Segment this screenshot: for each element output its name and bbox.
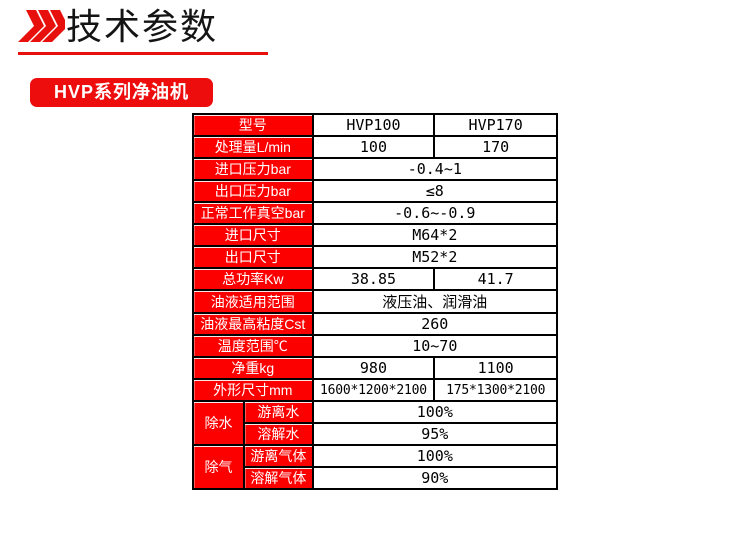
- spec-row: 温度范围℃ 10~70: [192, 334, 559, 358]
- spec-row: 出口尺寸 M52*2: [192, 245, 559, 269]
- spec-row: 溶解水 95%: [193, 422, 559, 446]
- spec-value-cell: 175*1300*2100: [433, 378, 558, 402]
- spec-row-label: 正常工作真空bar: [192, 201, 314, 225]
- spec-row-label: 温度范围℃: [192, 334, 314, 358]
- title-underline: [18, 52, 268, 55]
- spec-row: 油液最高粘度Cst 260: [192, 312, 559, 336]
- spec-row-label: 总功率Kw: [192, 267, 314, 291]
- group-label: 除气: [191, 444, 246, 490]
- spec-value-cell: HVP100: [311, 113, 436, 137]
- spec-row: 油液适用范围 液压油、润滑油: [192, 289, 559, 314]
- sub-label: 溶解水: [243, 422, 314, 446]
- spec-value-cell: 100%: [311, 400, 559, 424]
- spec-value-cell: 95%: [311, 422, 559, 446]
- spec-row: 溶解气体 90%: [193, 466, 559, 490]
- spec-row: 总功率Kw 38.85 41.7: [192, 267, 558, 291]
- spec-row: 除水 游离水 100%: [191, 400, 559, 446]
- spec-value-cell: 液压油、润滑油: [311, 289, 559, 314]
- spec-value-cell: -0.6~-0.9: [311, 201, 559, 225]
- page-title: 技术参数: [66, 6, 219, 47]
- sub-label: 游离水: [243, 400, 314, 424]
- spec-value-cell: 100: [311, 135, 436, 159]
- spec-row: 进口尺寸 M64*2: [192, 223, 559, 247]
- spec-table: 型号 HVP100 HVP170 处理量L/min 100 170 进口压力ba…: [191, 113, 559, 490]
- spec-row-label: 油液最高粘度Cst: [192, 312, 314, 336]
- sub-label: 游离气体: [243, 444, 314, 468]
- spec-row: 出口压力bar ≤8: [192, 179, 559, 203]
- spec-row-label: 净重kg: [192, 356, 314, 380]
- spec-row-label: 型号: [192, 113, 314, 137]
- spec-value-cell: 100%: [311, 444, 559, 468]
- group-label: 除水: [191, 400, 246, 446]
- spec-row: 外形尺寸mm 1600*1200*2100 175*1300*2100: [192, 378, 558, 402]
- spec-value-cell: 10~70: [311, 334, 559, 358]
- sub-label: 溶解气体: [243, 466, 314, 490]
- spec-value-cell: M52*2: [311, 245, 559, 269]
- spec-value-cell: ≤8: [311, 179, 559, 203]
- spec-row: 正常工作真空bar -0.6~-0.9: [192, 201, 559, 225]
- spec-row: 进口压力bar -0.4~1: [192, 157, 559, 181]
- spec-row-label: 进口尺寸: [192, 223, 314, 247]
- spec-value-cell: 980: [311, 356, 436, 380]
- triple-chevron-right-icon: [18, 10, 65, 42]
- spec-value-cell: 1100: [433, 356, 558, 380]
- spec-row: 型号 HVP100 HVP170: [192, 113, 558, 137]
- spec-value-cell: 41.7: [433, 267, 558, 291]
- spec-value-cell: M64*2: [311, 223, 559, 247]
- spec-value-cell: HVP170: [433, 113, 558, 137]
- spec-row: 除气 游离气体 100%: [191, 444, 559, 490]
- spec-value-cell: 90%: [311, 466, 559, 490]
- spec-value-cell: 260: [311, 312, 559, 336]
- spec-row: 处理量L/min 100 170: [192, 135, 558, 159]
- series-badge: HVP系列净油机: [30, 78, 213, 107]
- spec-row-label: 进口压力bar: [192, 157, 314, 181]
- spec-value-cell: 38.85: [311, 267, 436, 291]
- spec-row-label: 出口压力bar: [192, 179, 314, 203]
- spec-row-label: 处理量L/min: [192, 135, 314, 159]
- spec-row-label: 出口尺寸: [192, 245, 314, 269]
- spec-row-label: 油液适用范围: [192, 289, 314, 314]
- spec-row: 净重kg 980 1100: [192, 356, 558, 380]
- spec-value-cell: -0.4~1: [311, 157, 559, 181]
- spec-row-label: 外形尺寸mm: [192, 378, 314, 402]
- spec-value-cell: 1600*1200*2100: [311, 378, 436, 402]
- spec-value-cell: 170: [433, 135, 558, 159]
